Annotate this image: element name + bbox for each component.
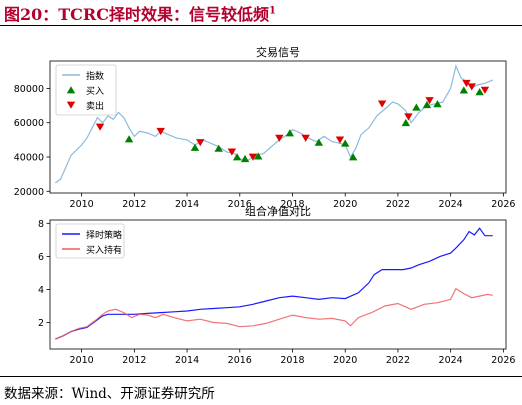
legend-index-label: 指数: [86, 70, 104, 82]
title-rule: [0, 25, 522, 26]
chart-canvas: 交易信号 2010 2012 2014 2016 2018 2020 2022 2024 2026…: [14, 45, 516, 366]
sell-marker: [404, 113, 413, 121]
sell-marker: [196, 139, 205, 147]
sell-marker: [462, 79, 471, 88]
buy-marker: [459, 86, 469, 94]
legend-sell-label: 卖出: [86, 100, 104, 112]
chart2-xtick-label: 2014: [175, 355, 199, 366]
buy-marker: [475, 88, 484, 96]
buy-marker: [232, 153, 242, 161]
chart2-xtick-label: 2010: [70, 355, 94, 366]
sell-marker: [275, 134, 284, 142]
chart2-xtick-label: 2018: [280, 355, 304, 366]
buy-marker: [190, 143, 200, 151]
legend-strategy-label: 择时策略: [86, 229, 122, 241]
chart1-xtick-label: 2022: [386, 199, 410, 210]
chart2-ytick-label: 2: [38, 318, 44, 329]
sell-marker: [301, 134, 310, 142]
chart2-ytick-label: 4: [38, 285, 44, 296]
chart2-xtick-label: 2020: [333, 355, 357, 366]
legend-sell-swatch: [66, 101, 76, 109]
chart2-xtick-label: 2016: [228, 355, 252, 366]
sell-marker: [377, 100, 387, 108]
buy-marker: [412, 103, 421, 111]
chart2-xtick-label: 2024: [439, 355, 463, 366]
sell-marker: [467, 83, 476, 91]
figure-title: 图20：TCRC择时效果：信号较低频1: [4, 1, 276, 25]
chart1-xtick-label: 2012: [122, 199, 146, 210]
buy-marker: [240, 154, 250, 163]
index-line: [54, 64, 494, 184]
strategy-line: [55, 227, 493, 340]
chart1-xtick-label: 2010: [70, 199, 94, 210]
legend-buy-swatch: [66, 86, 76, 94]
figure-title-text: 图20：TCRC择时效果：信号较低频: [4, 5, 269, 24]
chart1-xtick-label: 2024: [439, 199, 463, 210]
chart2-ytick-label: 6: [38, 252, 44, 263]
sell-marker: [480, 86, 490, 94]
buy-marker: [285, 129, 295, 137]
sell-marker: [425, 97, 434, 105]
chart1-ytick-label: 40000: [14, 153, 44, 164]
chart1-ytick-label: 20000: [14, 187, 44, 198]
chart2-plot-frame: [49, 219, 507, 350]
buyhold-line: [55, 287, 493, 340]
chart1-xtick-label: 2014: [175, 199, 199, 210]
figure-title-footnote: 1: [268, 5, 276, 17]
buy-marker: [422, 100, 432, 109]
sell-marker: [95, 123, 105, 131]
buy-marker: [401, 118, 411, 127]
chart2-ytick-label: 8: [38, 219, 44, 230]
sell-marker: [335, 136, 345, 144]
chart1-xtick-label: 2016: [228, 199, 252, 210]
buy-marker: [314, 138, 324, 146]
sell-marker: [156, 127, 165, 136]
source-rule: [0, 376, 522, 377]
chart1-plot-frame: [49, 60, 507, 194]
chart1-title: 交易信号: [256, 45, 300, 59]
buy-marker: [124, 135, 134, 143]
legend-buyhold-label: 买入持有: [86, 244, 122, 256]
buy-marker: [433, 100, 442, 108]
source-note: 数据来源：Wind、开源证券研究所: [4, 386, 215, 402]
chart1-ytick-label: 60000: [14, 118, 44, 129]
buy-marker: [348, 153, 358, 161]
chart1-ytick-label: 80000: [14, 84, 44, 95]
legend-buy-label: 买入: [86, 86, 104, 97]
sell-marker: [227, 148, 237, 156]
chart2-title: 组合净值对比: [245, 204, 311, 218]
buy-marker: [341, 139, 350, 147]
chart1-xtick-label: 2026: [491, 199, 515, 210]
chart1-xtick-label: 2018: [280, 199, 304, 210]
sell-marker: [248, 153, 258, 161]
chart2-xtick-label: 2026: [491, 355, 515, 366]
buy-marker: [254, 152, 263, 160]
chart2-xtick-label: 2012: [122, 355, 146, 366]
chart2-xtick-label: 2022: [386, 355, 410, 366]
buy-marker: [214, 144, 223, 152]
chart1-xtick-label: 2020: [333, 199, 357, 210]
